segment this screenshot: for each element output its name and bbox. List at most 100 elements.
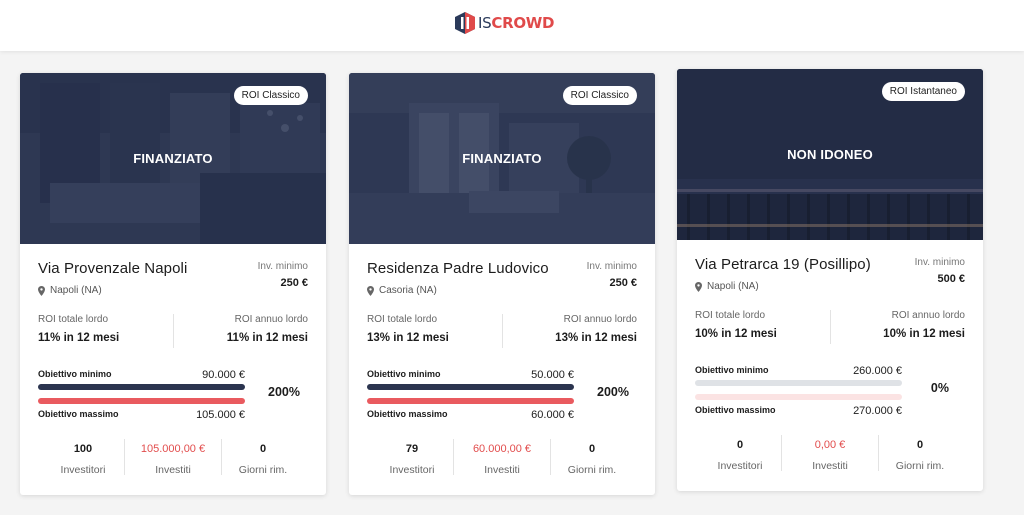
project-card[interactable]: NON IDONEO ROI Istantaneo Via Petrarca 1… xyxy=(677,69,983,491)
investors-count: 0 xyxy=(736,439,744,451)
project-card[interactable]: FINANZIATO ROI Classico Via Provenzale N… xyxy=(20,73,326,495)
roi-annual-value: 10% in 12 mesi xyxy=(883,328,965,340)
roi-total-label: ROI totale lordo xyxy=(367,314,438,325)
roi-section: ROI totale lordo 13% in 12 mesi ROI annu… xyxy=(367,314,637,350)
max-goal-label: Obiettivo massimo xyxy=(38,409,119,419)
min-goal-progress-bar xyxy=(367,384,574,390)
min-investment-value: 250 € xyxy=(280,277,308,289)
min-investment-label: Inv. minimo xyxy=(257,261,308,272)
project-location: Napoli (NA) xyxy=(38,285,308,296)
project-image[interactable]: NON IDONEO ROI Istantaneo xyxy=(677,69,983,240)
divider xyxy=(453,439,454,475)
investors-count: 100 xyxy=(73,443,93,455)
location-pin-icon xyxy=(38,285,45,296)
days-remaining-label: Giorni rim. xyxy=(567,464,617,476)
min-goal-value: 90.000 € xyxy=(202,369,245,381)
divider xyxy=(124,439,125,475)
divider xyxy=(221,439,222,475)
roi-annual-value: 13% in 12 mesi xyxy=(555,332,637,344)
divider xyxy=(878,435,879,471)
stats-row: 79 Investitori 60.000,00 € Investiti 0 G… xyxy=(367,439,637,488)
days-remaining-label: Giorni rim. xyxy=(895,460,945,472)
invested-amount: 60.000,00 € xyxy=(472,443,532,455)
min-investment-value: 250 € xyxy=(609,277,637,289)
stats-row: 100 Investitori 105.000,00 € Investiti 0… xyxy=(38,439,308,488)
logo-name: CROWD xyxy=(491,14,555,32)
investors-label: Investitori xyxy=(60,464,106,476)
min-investment: Inv. minimo 250 € xyxy=(587,261,637,289)
logo-icon xyxy=(455,12,475,34)
min-investment-label: Inv. minimo xyxy=(586,261,637,272)
divider xyxy=(830,310,831,344)
sea-view-photo xyxy=(677,69,983,240)
roi-section: ROI totale lordo 11% in 12 mesi ROI annu… xyxy=(38,314,308,350)
invested-amount: 0,00 € xyxy=(814,439,846,451)
investors-label: Investitori xyxy=(389,464,435,476)
project-title[interactable]: Via Petrarca 19 (Posillipo) xyxy=(695,256,871,273)
roi-annual-value: 11% in 12 mesi xyxy=(226,332,308,344)
roi-type-badge: ROI Classico xyxy=(233,86,308,105)
project-location: Napoli (NA) xyxy=(695,281,965,292)
max-goal-label: Obiettivo massimo xyxy=(695,405,776,415)
days-remaining-label: Giorni rim. xyxy=(238,464,288,476)
min-investment: Inv. minimo 500 € xyxy=(915,257,965,285)
location-text: Napoli (NA) xyxy=(50,285,102,296)
min-goal-label: Obiettivo minimo xyxy=(367,369,441,379)
roi-total-label: ROI totale lordo xyxy=(38,314,109,325)
funding-percent: 200% xyxy=(597,385,629,399)
location-pin-icon xyxy=(695,281,702,292)
days-remaining: 0 xyxy=(259,443,267,455)
max-goal-value: 270.000 € xyxy=(853,405,902,417)
divider xyxy=(502,314,503,348)
funding-goals: Obiettivo minimo 50.000 € Obiettivo mass… xyxy=(367,369,637,423)
min-investment-value: 500 € xyxy=(937,273,965,285)
project-image[interactable]: FINANZIATO ROI Classico xyxy=(20,73,326,244)
location-pin-icon xyxy=(367,285,374,296)
roi-type-badge: ROI Istantaneo xyxy=(881,82,965,101)
site-header: ISCROWD xyxy=(0,0,1024,51)
logo-prefix: IS xyxy=(478,14,492,32)
min-goal-progress-bar xyxy=(38,384,245,390)
invested-amount: 105.000,00 € xyxy=(140,443,206,455)
project-location: Casoria (NA) xyxy=(367,285,637,296)
roi-total-label: ROI totale lordo xyxy=(695,310,766,321)
brand-logo[interactable]: ISCROWD xyxy=(454,9,554,37)
funding-percent: 200% xyxy=(268,385,300,399)
location-text: Casoria (NA) xyxy=(379,285,437,296)
min-goal-value: 50.000 € xyxy=(531,369,574,381)
max-goal-label: Obiettivo massimo xyxy=(367,409,448,419)
funding-goals: Obiettivo minimo 90.000 € Obiettivo mass… xyxy=(38,369,308,423)
roi-section: ROI totale lordo 10% in 12 mesi ROI annu… xyxy=(695,310,965,346)
status-label: FINANZIATO xyxy=(133,151,213,166)
roi-total-value: 11% in 12 mesi xyxy=(38,332,120,344)
divider xyxy=(173,314,174,348)
stats-row: 0 Investitori 0,00 € Investiti 0 Giorni … xyxy=(695,435,965,484)
roi-total-value: 13% in 12 mesi xyxy=(367,332,449,344)
project-card[interactable]: FINANZIATO ROI Classico Residenza Padre … xyxy=(349,73,655,495)
roi-annual-label: ROI annuo lordo xyxy=(234,314,308,325)
divider xyxy=(550,439,551,475)
funding-goals: Obiettivo minimo 260.000 € Obiettivo mas… xyxy=(695,365,965,419)
roi-type-badge: ROI Classico xyxy=(562,86,637,105)
roi-annual-label: ROI annuo lordo xyxy=(891,310,965,321)
min-investment: Inv. minimo 250 € xyxy=(258,261,308,289)
invested-label: Investiti xyxy=(812,460,848,472)
investors-count: 79 xyxy=(405,443,419,455)
project-image[interactable]: FINANZIATO ROI Classico xyxy=(349,73,655,244)
investors-label: Investitori xyxy=(717,460,763,472)
roi-total-value: 10% in 12 mesi xyxy=(695,328,777,340)
invested-label: Investiti xyxy=(484,464,520,476)
status-label: FINANZIATO xyxy=(462,151,542,166)
days-remaining: 0 xyxy=(916,439,924,451)
max-goal-value: 105.000 € xyxy=(196,409,245,421)
max-goal-progress-bar xyxy=(695,394,902,400)
roi-annual-label: ROI annuo lordo xyxy=(563,314,637,325)
min-goal-value: 260.000 € xyxy=(853,365,902,377)
max-goal-progress-bar xyxy=(367,398,574,404)
min-goal-progress-bar xyxy=(695,380,902,386)
location-text: Napoli (NA) xyxy=(707,281,759,292)
min-goal-label: Obiettivo minimo xyxy=(38,369,112,379)
min-investment-label: Inv. minimo xyxy=(914,257,965,268)
project-title[interactable]: Residenza Padre Ludovico xyxy=(367,260,549,277)
project-title[interactable]: Via Provenzale Napoli xyxy=(38,260,188,277)
